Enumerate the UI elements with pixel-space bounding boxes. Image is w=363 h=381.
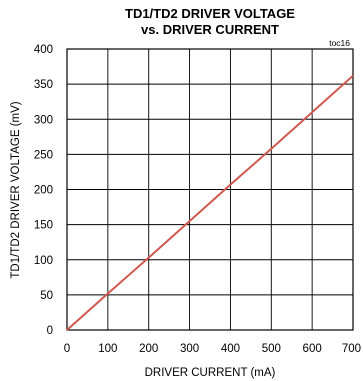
y-tick-label: 200: [34, 185, 53, 197]
x-tick-label: 100: [98, 343, 117, 355]
x-axis-ticks: 0 100 200 300 400 500 600 700: [64, 343, 361, 355]
series-group: [66, 74, 354, 331]
y-tick-label: 250: [34, 149, 53, 161]
x-tick-label: 300: [180, 343, 199, 355]
y-axis-label: TD1/TD2 DRIVER VOLTAGE (mV): [10, 101, 22, 278]
x-tick-label: 200: [139, 343, 158, 355]
x-axis-label: DRIVER CURRENT (mA): [145, 367, 276, 379]
y-tick-label: 300: [34, 114, 53, 126]
grid: [66, 48, 354, 331]
x-tick-label: 400: [221, 343, 240, 355]
y-tick-label: 100: [34, 255, 53, 267]
chart-title-line1: TD1/TD2 DRIVER VOLTAGE: [125, 6, 295, 21]
chart-title-line2: vs. DRIVER CURRENT: [141, 22, 279, 37]
y-tick-label: 50: [40, 290, 53, 302]
y-tick-label: 400: [34, 44, 53, 56]
y-axis-ticks: 0 50 100 150 200 250 300 350 400: [34, 44, 53, 337]
chart-tag: toc16: [329, 38, 350, 48]
y-tick-label: 0: [47, 325, 53, 337]
x-tick-label: 600: [303, 343, 322, 355]
x-tick-label: 500: [262, 343, 281, 355]
y-tick-label: 350: [34, 79, 53, 91]
x-tick-label: 0: [64, 343, 70, 355]
y-tick-label: 150: [34, 220, 53, 232]
x-tick-label: 700: [342, 343, 361, 355]
series-line-1: [66, 74, 354, 331]
plot-area-frame: [66, 48, 354, 331]
